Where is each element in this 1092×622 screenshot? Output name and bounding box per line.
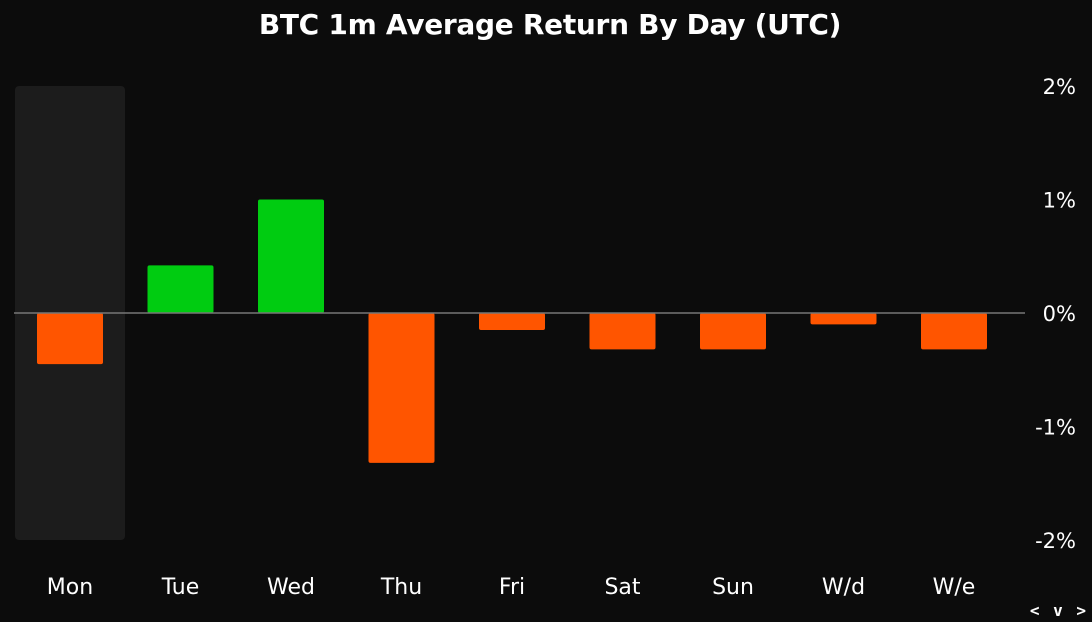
chart-title: BTC 1m Average Return By Day (UTC) <box>258 8 842 41</box>
bar-sun <box>700 313 766 350</box>
x-tick-label: W/d <box>822 575 865 600</box>
x-tick-label: Tue <box>161 575 200 600</box>
x-tick-label: Mon <box>47 575 93 600</box>
x-tick-label: Sat <box>604 575 640 600</box>
x-tick-label: Thu <box>380 575 422 600</box>
chart-nav-arrows[interactable]: < v > <box>1029 601 1088 620</box>
y-tick-label: 1% <box>1043 189 1076 213</box>
bar-wed <box>258 199 324 313</box>
bar-w-d <box>810 313 877 325</box>
bar-tue <box>147 265 214 313</box>
bar-thu <box>368 313 435 463</box>
bar-mon <box>37 313 103 365</box>
y-tick-label: -1% <box>1035 416 1076 440</box>
bar-fri <box>479 313 545 331</box>
x-tick-label: Sun <box>712 575 754 600</box>
x-tick-label: Fri <box>499 575 525 600</box>
x-tick-label: W/e <box>933 575 976 600</box>
y-tick-label: 0% <box>1043 302 1076 326</box>
x-tick-label: Wed <box>267 575 315 600</box>
bar-w-e <box>921 313 987 350</box>
bar-sat <box>589 313 656 350</box>
y-tick-label: 2% <box>1043 75 1076 99</box>
y-tick-label: -2% <box>1035 529 1076 553</box>
